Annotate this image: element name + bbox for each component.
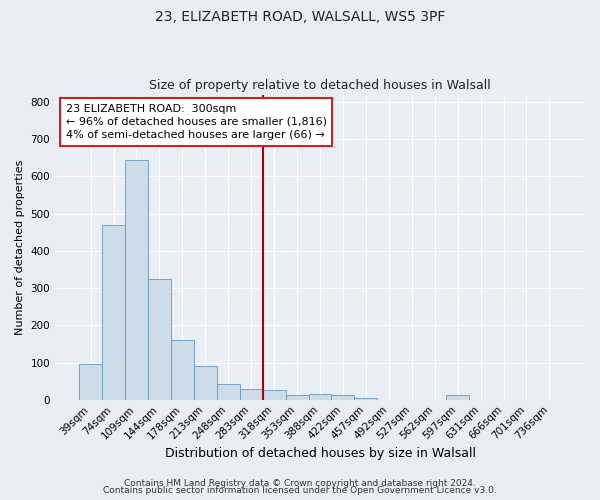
Title: Size of property relative to detached houses in Walsall: Size of property relative to detached ho… bbox=[149, 79, 491, 92]
Bar bbox=[171, 340, 194, 400]
Y-axis label: Number of detached properties: Number of detached properties bbox=[15, 160, 25, 335]
Bar bbox=[148, 279, 171, 400]
Text: 23 ELIZABETH ROAD:  300sqm
← 96% of detached houses are smaller (1,816)
4% of se: 23 ELIZABETH ROAD: 300sqm ← 96% of detac… bbox=[65, 104, 326, 140]
Bar bbox=[355, 398, 377, 400]
Bar bbox=[194, 366, 217, 400]
Bar bbox=[263, 390, 286, 400]
Bar bbox=[217, 384, 240, 400]
Text: Contains public sector information licensed under the Open Government Licence v3: Contains public sector information licen… bbox=[103, 486, 497, 495]
Bar bbox=[79, 364, 102, 400]
Bar bbox=[102, 225, 125, 400]
Bar bbox=[286, 394, 308, 400]
Bar bbox=[308, 394, 331, 400]
Bar bbox=[125, 160, 148, 400]
X-axis label: Distribution of detached houses by size in Walsall: Distribution of detached houses by size … bbox=[164, 447, 476, 460]
Bar bbox=[331, 396, 355, 400]
Bar bbox=[446, 396, 469, 400]
Bar bbox=[240, 388, 263, 400]
Text: 23, ELIZABETH ROAD, WALSALL, WS5 3PF: 23, ELIZABETH ROAD, WALSALL, WS5 3PF bbox=[155, 10, 445, 24]
Text: Contains HM Land Registry data © Crown copyright and database right 2024.: Contains HM Land Registry data © Crown c… bbox=[124, 478, 476, 488]
